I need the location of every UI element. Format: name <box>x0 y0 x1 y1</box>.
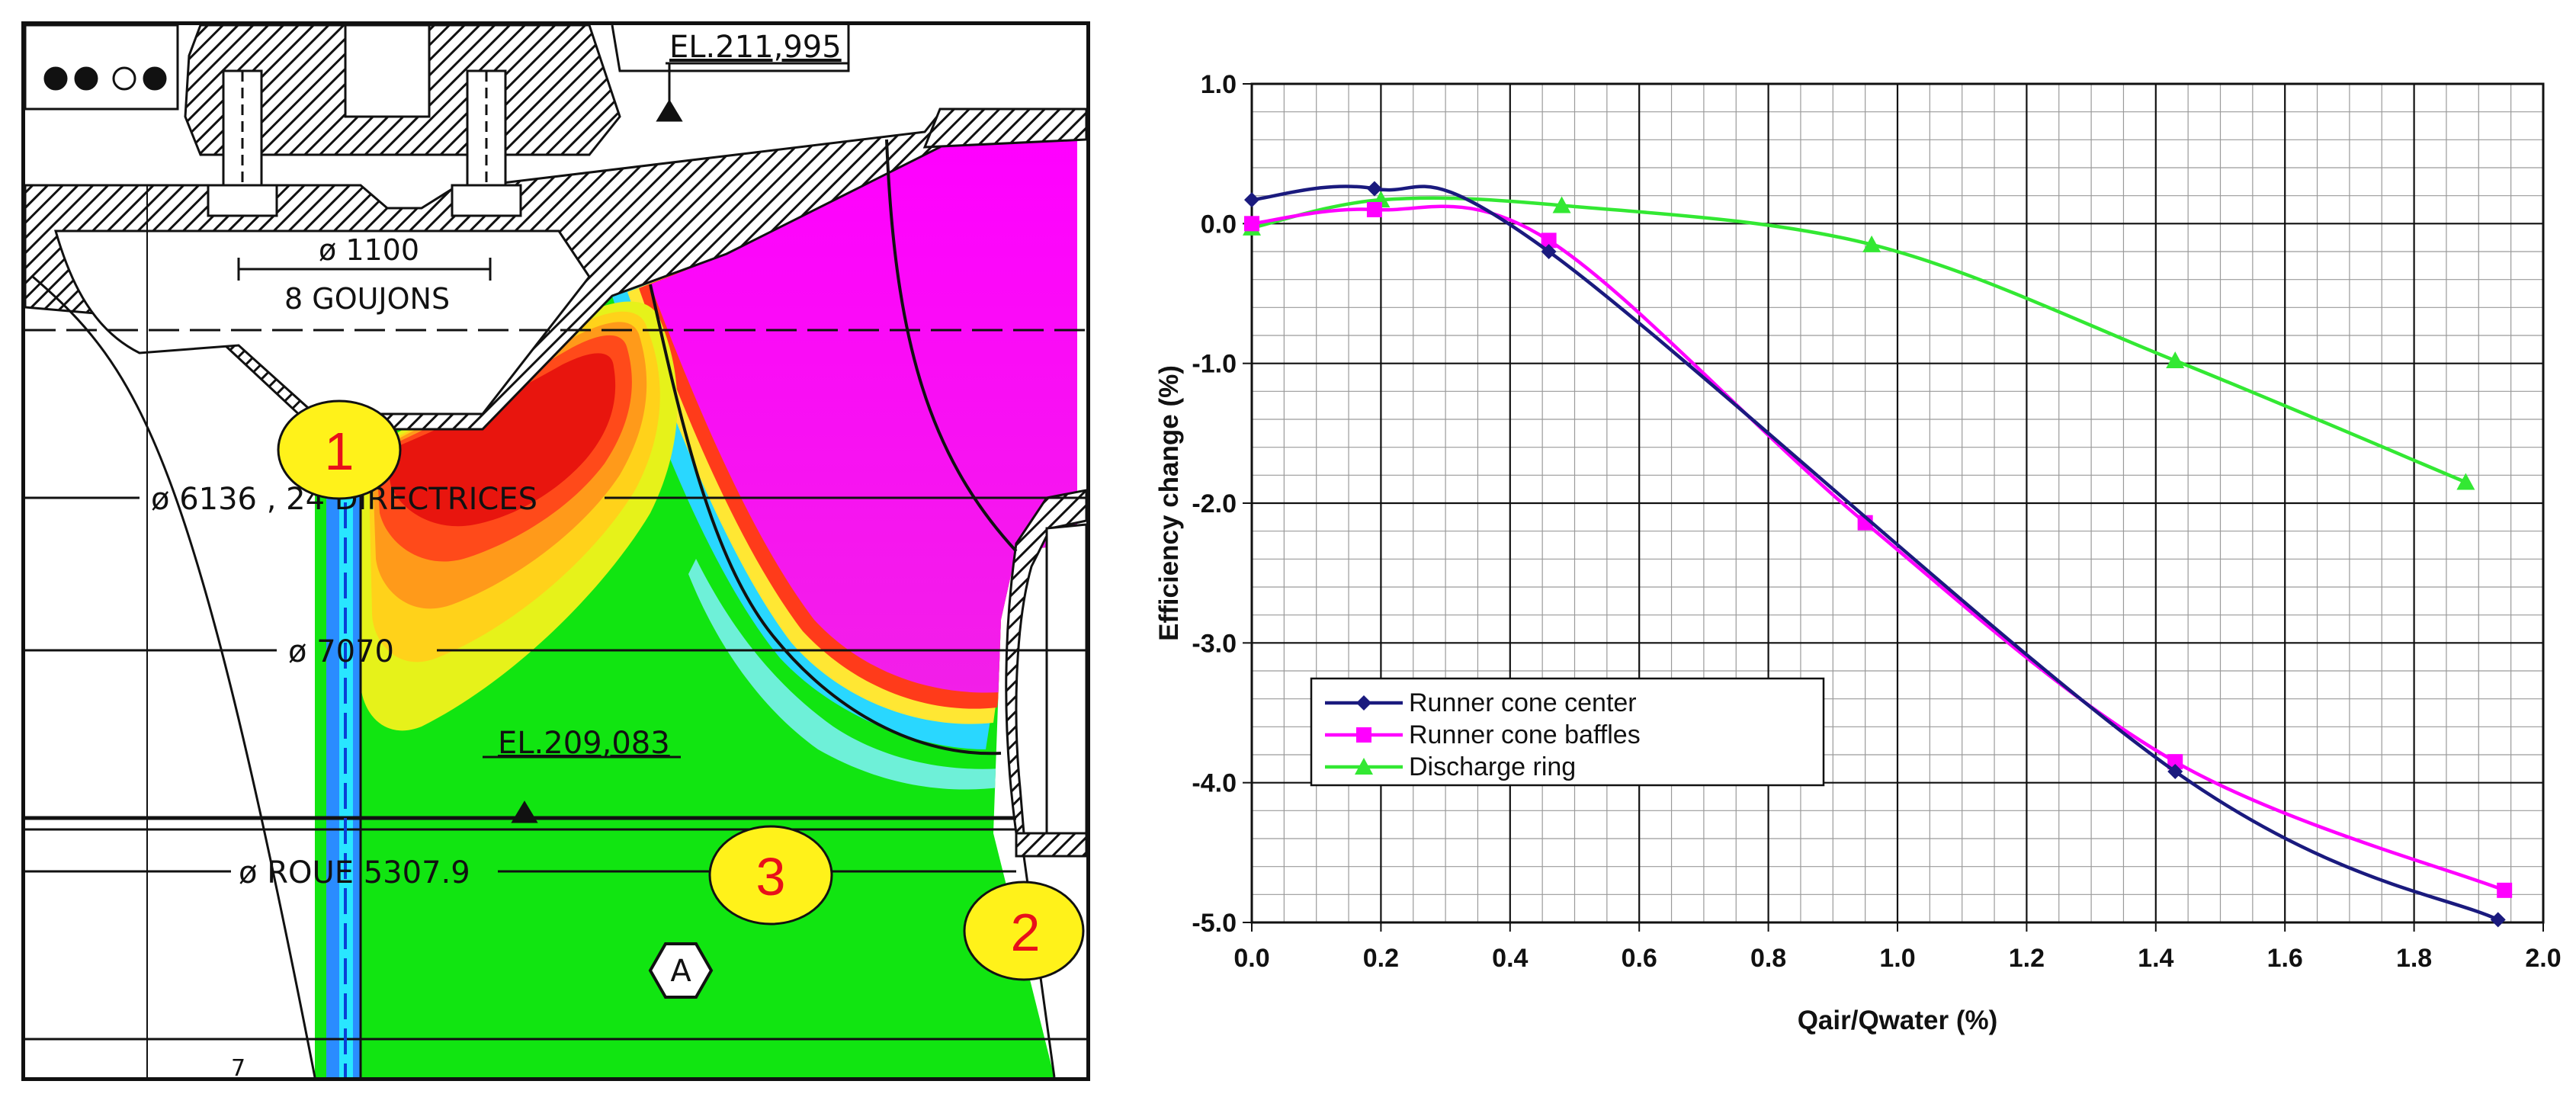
location-marker-1: 1 <box>277 399 402 500</box>
x-tick-label: 0.6 <box>1622 944 1657 973</box>
x-tick-label: 1.6 <box>2267 944 2303 973</box>
data-point <box>2456 473 2475 490</box>
efficiency-chart: 1.0 0.0 -1.0 -2.0 -3.0 -4.0 -5.0 0.0 0.2 0.4 0.6 0… <box>1098 0 2576 1106</box>
x-axis-ticks: 0.0 0.2 0.4 0.6 0.8 1.0 1.2 1.4 1.6 1.8 2.0 <box>1233 922 2562 973</box>
series-layer <box>1243 181 2513 928</box>
section-marker-label: A <box>670 954 691 989</box>
series-discharge-ring <box>1243 191 2475 490</box>
x-tick-label: 0.2 <box>1363 944 1399 973</box>
legend: Runner cone center Runner cone baffles Dis… <box>1310 677 1825 787</box>
legend-entry: Runner cone center <box>1325 688 1637 717</box>
data-point <box>1541 244 1557 259</box>
data-point <box>2497 882 2513 898</box>
y-tick-label: -4.0 <box>1192 769 1237 798</box>
x-tick-label: 0.8 <box>1750 944 1786 973</box>
bolt-count-label: 8 GOUJONS <box>284 282 450 316</box>
series-line <box>1251 184 2499 922</box>
data-point <box>2167 754 2183 770</box>
y-tick-label: -2.0 <box>1192 489 1237 518</box>
y-axis-title: Efficiency change (%) <box>1154 365 1184 641</box>
data-point <box>2490 912 2506 928</box>
data-point <box>1366 202 1382 217</box>
data-point <box>1862 235 1881 252</box>
location-marker-2: 2 <box>963 881 1085 981</box>
x-tick-label: 0.4 <box>1492 944 1528 973</box>
svg-text:1: 1 <box>325 422 354 481</box>
data-point <box>1244 192 1259 208</box>
data-point <box>1366 181 1382 197</box>
x-axis-title: Qair/Qwater (%) <box>1798 1006 1998 1035</box>
y-tick-label: 1.0 <box>1201 70 1237 99</box>
y-tick-label: -3.0 <box>1192 629 1237 658</box>
legend-marker <box>1356 695 1371 711</box>
x-tick-label: 2.0 <box>2525 944 2561 973</box>
legend-entry: Discharge ring <box>1325 752 1576 781</box>
runner-diameter-label: ø ROUE 5307.9 <box>239 855 470 890</box>
legend-entry: Runner cone baffles <box>1325 720 1641 749</box>
structure-outline <box>25 25 1086 1077</box>
bolt-circle-label: ø 1100 <box>319 233 419 267</box>
legend-label: Discharge ring <box>1409 752 1576 781</box>
series-line <box>1251 204 2505 892</box>
x-tick-label: 1.2 <box>2009 944 2045 973</box>
x-tick-label: 1.8 <box>2396 944 2432 973</box>
legend-marker <box>1356 727 1371 743</box>
y-tick-label: -1.0 <box>1192 350 1237 379</box>
elevation-top-label: EL.211,995 <box>669 30 842 65</box>
svg-text:3: 3 <box>756 847 786 906</box>
section-marker-hexagon <box>648 942 714 999</box>
diameter-7070-label: ø 7070 <box>288 634 394 669</box>
series-runner-cone-center <box>1244 181 2506 928</box>
series-line <box>1251 196 2467 484</box>
y-axis-ticks: 1.0 0.0 -1.0 -2.0 -3.0 -4.0 -5.0 <box>1192 70 1252 938</box>
series-runner-cone-baffles <box>1244 202 2513 898</box>
legend-label: Runner cone center <box>1409 688 1637 717</box>
x-tick-label: 0.0 <box>1233 944 1269 973</box>
data-point <box>2167 764 2183 779</box>
stray-mark: 7 <box>231 1055 245 1077</box>
data-point <box>1244 216 1259 232</box>
data-point <box>1541 233 1557 249</box>
data-point <box>1552 196 1571 213</box>
y-tick-label: 0.0 <box>1201 210 1237 239</box>
legend-marker <box>1355 758 1373 775</box>
elevation-mid-label: EL.209,083 <box>498 726 670 761</box>
data-point <box>2166 351 2185 368</box>
x-tick-label: 1.4 <box>2138 944 2173 973</box>
y-tick-label: -5.0 <box>1192 909 1237 938</box>
x-tick-label: 1.0 <box>1879 944 1915 973</box>
svg-text:2: 2 <box>1011 903 1041 962</box>
turbine-section-drawing: EL.211,995 ø 1100 8 GOUJONS ø 6136 , 24 … <box>21 21 1090 1081</box>
location-marker-3: 3 <box>708 825 833 926</box>
legend-label: Runner cone baffles <box>1409 720 1641 749</box>
